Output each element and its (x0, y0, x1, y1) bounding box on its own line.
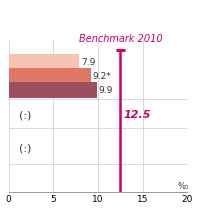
Text: %₀: %₀ (178, 182, 189, 191)
Text: (:): (:) (19, 144, 32, 154)
Bar (9, 54, 79, 70)
Text: Benchmark 2010: Benchmark 2010 (79, 34, 162, 44)
Text: 9.9: 9.9 (99, 86, 113, 95)
Text: 7.9: 7.9 (81, 58, 95, 67)
Text: (:): (:) (19, 111, 32, 121)
Text: 9.2*: 9.2* (93, 72, 111, 81)
Text: 12.5: 12.5 (123, 110, 151, 120)
Bar (9, 68, 91, 84)
Bar (9, 82, 97, 98)
